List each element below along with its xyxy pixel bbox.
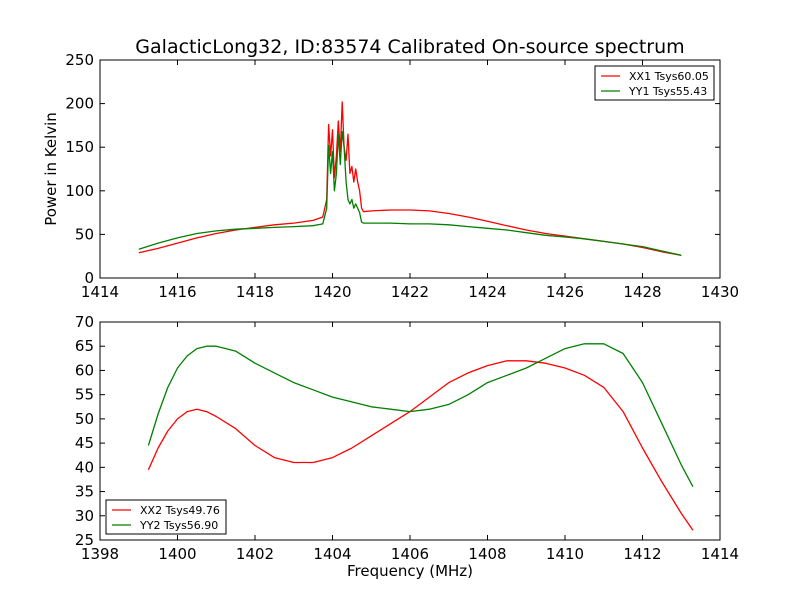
series-line-xx2 bbox=[147, 360, 694, 531]
legend: XX2 Tsys49.76 YY2 Tsys56.90 bbox=[105, 499, 227, 535]
y-tick-label: 250 bbox=[65, 51, 94, 69]
chart-title: GalacticLong32, ID:83574 Calibrated On-s… bbox=[135, 36, 684, 58]
y-tick-label: 100 bbox=[65, 182, 94, 200]
y-tick-label: 50 bbox=[75, 225, 94, 243]
x-tick-label: 1398 bbox=[81, 545, 119, 563]
legend-label: YY2 Tsys56.90 bbox=[139, 519, 218, 532]
legend: XX1 Tsys60.05 YY1 Tsys55.43 bbox=[594, 65, 715, 101]
y-tick-label: 45 bbox=[75, 434, 94, 452]
y-tick-label: 50 bbox=[75, 410, 94, 428]
x-tick-label: 1414 bbox=[701, 545, 739, 563]
top-plot: 1414 1416 1418 1420 1422 1424 1426 1428 1430 0 50 1… bbox=[65, 51, 739, 301]
x-tick-label: 1410 bbox=[546, 545, 584, 563]
x-tick-label: 1400 bbox=[158, 545, 196, 563]
series-line-yy1 bbox=[138, 130, 682, 256]
x-tick-label: 1416 bbox=[158, 283, 196, 301]
x-tick-label: 1426 bbox=[546, 283, 584, 301]
x-tick-label: 1422 bbox=[391, 283, 429, 301]
x-tick-label: 1402 bbox=[236, 545, 274, 563]
x-tick-label: 1406 bbox=[391, 545, 429, 563]
y-tick-label: 0 bbox=[84, 269, 94, 287]
x-tick-label: 1430 bbox=[701, 283, 739, 301]
y-tick-label: 60 bbox=[75, 361, 94, 379]
y-tick-label: 150 bbox=[65, 138, 94, 156]
x-tick-label: 1418 bbox=[236, 283, 274, 301]
x-tick-label: 1428 bbox=[623, 283, 661, 301]
legend-label: XX2 Tsys49.76 bbox=[140, 504, 220, 517]
y-tick-label: 35 bbox=[75, 483, 94, 501]
x-tick-label: 1404 bbox=[313, 545, 351, 563]
x-tick-label: 1414 bbox=[81, 283, 119, 301]
y-tick-label: 30 bbox=[75, 507, 94, 525]
y-tick-label: 55 bbox=[75, 386, 94, 404]
y-tick-label: 65 bbox=[75, 337, 94, 355]
x-tick-label: 1420 bbox=[313, 283, 351, 301]
bottom-plot: 1398 1400 1402 1404 1406 1408 1410 1412 1414 25 30… bbox=[75, 313, 739, 563]
legend-label: XX1 Tsys60.05 bbox=[629, 70, 709, 83]
series-line-yy2 bbox=[147, 343, 694, 488]
x-axis-label: Frequency (MHz) bbox=[347, 562, 473, 580]
y-tick-label: 200 bbox=[65, 95, 94, 113]
series-line-xx1 bbox=[138, 101, 682, 256]
y-tick-label: 70 bbox=[75, 313, 94, 331]
y-axis-label: Power in Kelvin bbox=[42, 112, 60, 226]
y-tick-label: 40 bbox=[75, 458, 94, 476]
legend-label: YY1 Tsys55.43 bbox=[628, 85, 707, 98]
x-tick-label: 1424 bbox=[468, 283, 506, 301]
x-tick-label: 1408 bbox=[468, 545, 506, 563]
y-tick-label: 25 bbox=[75, 531, 94, 549]
x-tick-label: 1412 bbox=[623, 545, 661, 563]
